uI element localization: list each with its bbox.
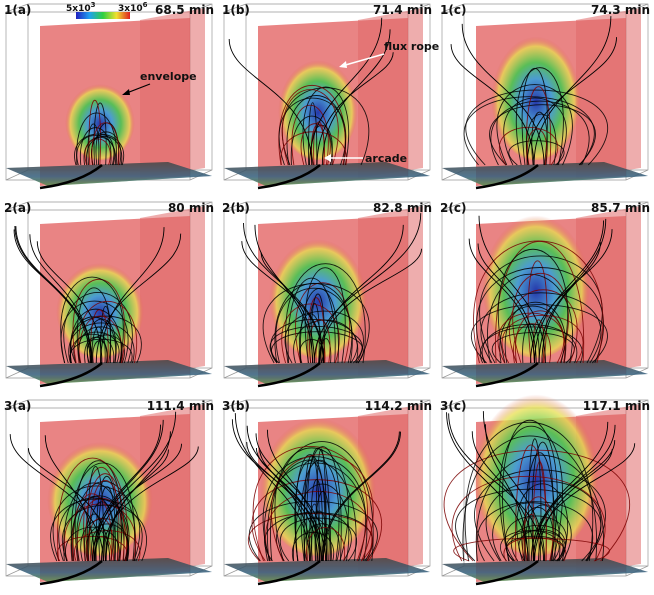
annotation: arcade	[365, 152, 407, 165]
panel-label: 3(c)	[440, 399, 466, 413]
panel-label: 1(c)	[440, 3, 466, 17]
figure: 1(a) 68.5 min 1(b) 71.4 min 1(c) 74.3 min 2(a)…	[0, 0, 654, 595]
colorbar-base: 3x10	[118, 4, 143, 14]
panel: 1(c) 74.3 min	[440, 3, 650, 188]
panel-time: 71.4 min	[373, 3, 432, 17]
panel-label: 2(a)	[4, 201, 31, 215]
annotation: flux rope	[384, 40, 439, 53]
panel: 2(a) 80 min	[4, 201, 214, 386]
panel-time: 117.1 min	[583, 399, 650, 413]
panel-time: 82.8 min	[373, 201, 432, 215]
annotation: envelope	[140, 70, 197, 83]
panel-label: 3(a)	[4, 399, 31, 413]
panel: 1(a) 68.5 min	[4, 3, 214, 188]
panel: 2(b) 82.8 min	[222, 201, 432, 386]
panel: 3(c) 117.1 min	[440, 386, 650, 584]
panel-label: 2(b)	[222, 201, 250, 215]
panel-label: 1(b)	[222, 3, 250, 17]
panel-time: 80 min	[168, 201, 214, 215]
panel-label: 3(b)	[222, 399, 250, 413]
panel-time: 114.2 min	[365, 399, 432, 413]
panel: 3(a) 111.4 min	[4, 399, 214, 584]
slice-plane	[140, 206, 205, 376]
colorbar-exponent: 3	[91, 1, 96, 9]
panel-time: 74.3 min	[591, 3, 650, 17]
panel-label: 2(c)	[440, 201, 466, 215]
colorbar-base: 5x10	[66, 4, 91, 14]
panel-time: 85.7 min	[591, 201, 650, 215]
slice-plane	[140, 8, 205, 178]
panel-label: 1(a)	[4, 3, 31, 17]
panel-time: 68.5 min	[155, 3, 214, 17]
panel: 2(c) 85.7 min	[440, 201, 650, 386]
colorbar-exponent: 6	[143, 1, 148, 9]
panel-time: 111.4 min	[147, 399, 214, 413]
panel: 3(b) 114.2 min	[222, 399, 432, 584]
